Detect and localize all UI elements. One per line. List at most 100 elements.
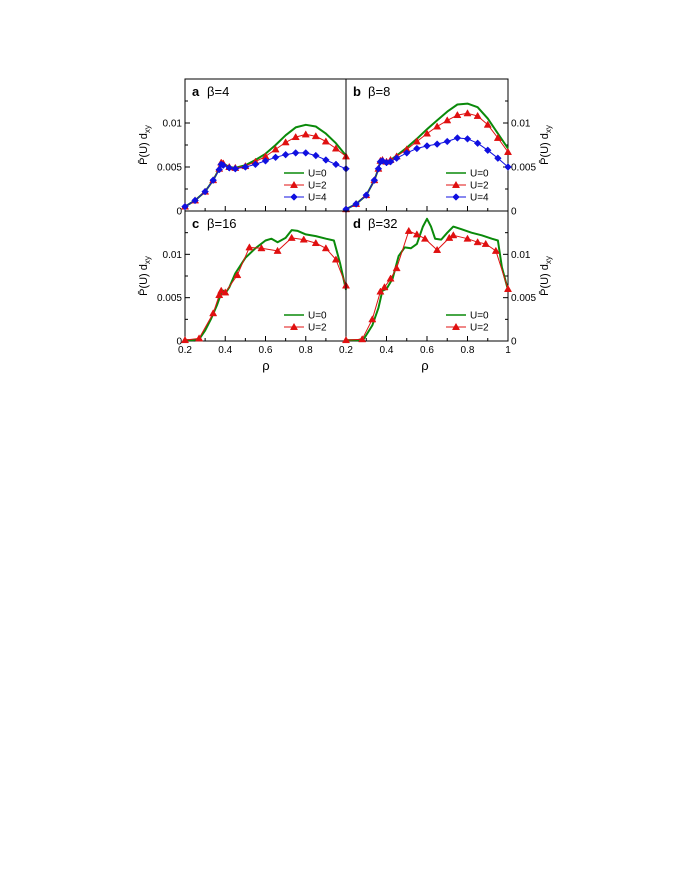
data-point [301,149,310,157]
data-point [392,264,401,272]
legend: U=0U=2 [446,311,489,334]
data-point [376,287,385,295]
data-point [301,130,310,138]
data-point [443,116,452,124]
data-point [473,139,482,147]
data-point [225,164,234,172]
data-point [412,137,421,145]
x-tick-label: 0.8 [461,345,475,356]
panel-letter: d [353,216,361,231]
series-U2 [341,226,513,344]
series-U0 [346,217,509,342]
data-point [312,151,320,160]
y-axis-label: P̄(U) dxy [137,256,152,296]
chart-panel-c: 0 0.005 0.01 0.2 0.4 0.6 0.8 P̄(U) dxy c β=16 U=0U… [137,210,351,356]
data-point [420,234,430,242]
legend-label: U=2 [308,181,327,192]
x-tick-label: 0.6 [420,345,434,356]
data-point [287,233,296,241]
legend: U=0U=2U=4 [284,169,327,204]
series-U4 [181,149,350,211]
data-point [404,226,413,234]
data-point [341,336,351,344]
panel-title: β=32 [368,216,398,231]
data-point [261,157,270,165]
data-point [386,274,395,282]
legend-label: U=4 [470,193,489,204]
data-point [191,196,199,205]
legend-label: U=0 [308,311,327,322]
data-point [241,163,250,171]
data-point [311,238,320,247]
data-point [463,109,472,117]
y-tick-label: 0.005 [511,163,536,174]
series-U4 [342,134,512,213]
data-point [209,176,217,184]
legend-label: U=0 [308,169,327,180]
data-point [380,283,389,291]
data-point [271,153,280,162]
data-point [491,246,500,254]
data-point [412,230,421,238]
data-point [402,149,411,157]
legend-marker [290,193,298,201]
data-point [331,255,340,263]
data-point [322,156,330,164]
data-point [370,176,379,184]
data-point [217,286,226,294]
data-point [483,146,492,155]
data-point [181,202,189,211]
legend-marker [451,322,461,330]
legend-marker [451,180,461,188]
y-tick-label: 0.005 [511,293,536,304]
y-tick-label: 0.01 [511,119,531,130]
y-tick-label: 0.01 [511,250,531,261]
data-point [291,149,300,157]
data-point [449,231,458,239]
data-point [299,235,308,243]
y-tick-label: 0.01 [163,250,183,261]
panel-letter: c [192,216,199,231]
x-tick-label: 0.8 [299,345,313,356]
data-point [504,163,512,171]
panel-letter: a [192,84,200,99]
data-point [221,288,230,296]
legend: U=0U=2 [284,311,327,334]
y-tick-label: 0 [511,207,517,218]
legend-label: U=4 [308,193,327,204]
y-tick-label: 0 [176,207,182,218]
chart-panel-b: 0 0.005 0.01 P̄(U) dxy b β=8 U=0U=2U=4 [341,78,553,218]
legend-label: U=2 [308,323,327,334]
data-point [209,309,218,317]
y-axis-label: P̄(U) dxy [538,256,553,296]
data-point [311,132,320,140]
legend-label: U=2 [470,323,489,334]
data-point [180,336,190,344]
data-point [331,144,340,152]
data-point [257,244,266,252]
x-tick-label: 0.2 [339,345,353,356]
data-point [374,165,383,173]
data-point [443,137,452,146]
data-point [494,154,502,162]
data-point [332,160,340,169]
data-point [386,157,395,166]
panel-title: β=4 [207,84,229,99]
y-tick-label: 0.005 [157,163,182,174]
data-point [422,129,432,137]
data-point [273,246,282,254]
data-point [453,134,462,142]
legend-label: U=0 [470,311,489,322]
series-line [346,217,509,342]
y-tick-label: 0.01 [163,119,183,130]
data-point [215,290,224,299]
series-U2 [180,233,351,344]
data-point [321,244,330,252]
y-axis-label: P̄(U) dxy [538,125,553,165]
data-point [463,135,472,143]
x-tick-label: 0.4 [380,345,394,356]
legend-marker [452,193,460,201]
data-point [219,161,227,169]
chart-panel-a: 0 0.005 0.01 P̄(U) dxy a β=4 U=0U=2U=4 [137,78,351,218]
